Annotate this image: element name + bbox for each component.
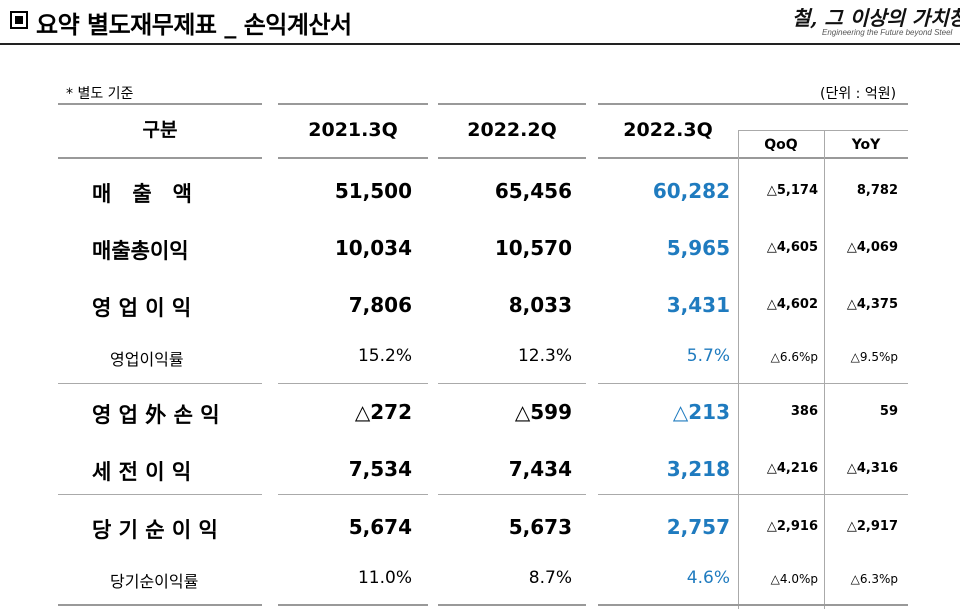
value-qoq: △4,605 xyxy=(766,240,818,255)
value-2021-3q: 7,534 xyxy=(348,457,412,481)
section-rule xyxy=(598,494,908,495)
value-qoq: △6.6%p xyxy=(770,350,818,364)
value-yoy: △4,069 xyxy=(846,240,898,255)
value-2022-3q: 5.7% xyxy=(686,346,730,366)
value-2022-3q: △213 xyxy=(672,400,730,424)
value-yoy: 59 xyxy=(879,404,898,419)
slide-header: 요약 별도재무제표 _ 손익계산서 철, 그 이상의 가치창조 Engineer… xyxy=(0,0,960,45)
value-yoy: 8,782 xyxy=(856,183,898,198)
value-2021-3q: 51,500 xyxy=(334,179,412,203)
table-top-rule xyxy=(278,103,428,105)
value-qoq: 386 xyxy=(790,404,818,419)
row-label: 당기순이익률 xyxy=(110,572,199,591)
value-qoq: △2,916 xyxy=(766,519,818,534)
company-logo: 철, 그 이상의 가치창조 Engineering the Future bey… xyxy=(770,2,960,42)
header-qoq: QoQ xyxy=(764,137,798,153)
table-bottom-rule xyxy=(58,604,262,606)
row-label: 세 전 이 익 xyxy=(92,460,192,484)
table-bottom-rule xyxy=(278,604,428,606)
value-2022-2q: 10,570 xyxy=(494,236,572,260)
header-rule xyxy=(58,157,262,159)
value-2021-3q: △272 xyxy=(354,400,412,424)
header-2021-3q: 2021.3Q xyxy=(308,119,398,141)
value-2022-3q: 5,965 xyxy=(666,236,730,260)
column-divider xyxy=(824,130,825,609)
value-yoy: △2,917 xyxy=(846,519,898,534)
section-rule xyxy=(278,383,428,384)
value-qoq: △5,174 xyxy=(766,183,818,198)
value-2022-2q: 12.3% xyxy=(517,346,572,366)
row-label: 매출총이익 xyxy=(92,239,189,263)
table-bottom-rule xyxy=(598,604,908,606)
basis-note: * 별도 기준 xyxy=(66,86,134,102)
slide-title: 요약 별도재무제표 _ 손익계산서 xyxy=(36,11,352,39)
value-2021-3q: 11.0% xyxy=(357,568,412,588)
header-category: 구분 xyxy=(142,119,178,141)
value-2022-2q: 5,673 xyxy=(508,515,572,539)
value-2022-3q: 2,757 xyxy=(666,515,730,539)
value-2022-2q: 8,033 xyxy=(508,293,572,317)
table-top-rule xyxy=(438,103,586,105)
subheader-rule xyxy=(738,130,908,131)
header-yoy: YoY xyxy=(851,137,881,153)
header-rule xyxy=(278,157,428,159)
value-yoy: △4,375 xyxy=(846,297,898,312)
row-label: 당 기 순 이 익 xyxy=(92,518,218,542)
value-2022-2q: 7,434 xyxy=(508,457,572,481)
header-2022-3q: 2022.3Q xyxy=(623,119,713,141)
section-rule xyxy=(438,494,586,495)
header-2022-2q: 2022.2Q xyxy=(467,119,557,141)
value-qoq: △4,216 xyxy=(766,461,818,476)
value-2022-2q: 65,456 xyxy=(494,179,572,203)
value-2022-3q: 3,431 xyxy=(666,293,730,317)
header-rule xyxy=(438,157,586,159)
section-rule xyxy=(58,383,262,384)
section-rule xyxy=(58,494,262,495)
row-label: 영업이익률 xyxy=(110,350,184,369)
value-yoy: △9.5%p xyxy=(850,350,898,364)
value-2022-2q: 8.7% xyxy=(528,568,572,588)
table-bottom-rule xyxy=(438,604,586,606)
section-rule xyxy=(278,494,428,495)
value-2022-2q: △599 xyxy=(514,400,572,424)
section-rule xyxy=(438,383,586,384)
row-label: 매 출 액 xyxy=(92,182,192,206)
value-2021-3q: 5,674 xyxy=(348,515,412,539)
logo-tagline: Engineering the Future beyond Steel xyxy=(822,28,953,37)
table-top-rule xyxy=(598,103,908,105)
value-2022-3q: 4.6% xyxy=(686,568,730,588)
value-2021-3q: 15.2% xyxy=(357,346,412,366)
value-yoy: △6.3%p xyxy=(850,572,898,586)
value-qoq: △4,602 xyxy=(766,297,818,312)
value-2022-3q: 3,218 xyxy=(666,457,730,481)
value-yoy: △4,316 xyxy=(846,461,898,476)
value-2022-3q: 60,282 xyxy=(652,179,730,203)
value-qoq: △4.0%p xyxy=(770,572,818,586)
unit-note: (단위 : 억원) xyxy=(820,86,897,102)
column-divider xyxy=(738,130,739,609)
row-label: 영 업 이 익 xyxy=(92,296,192,320)
header-rule xyxy=(598,157,908,159)
section-rule xyxy=(598,383,908,384)
logo-slogan: 철, 그 이상의 가치창조 xyxy=(792,6,960,30)
value-2021-3q: 10,034 xyxy=(334,236,412,260)
value-2021-3q: 7,806 xyxy=(348,293,412,317)
table-top-rule xyxy=(58,103,262,105)
square-bullet-icon xyxy=(10,11,28,29)
title-underline xyxy=(0,43,960,45)
row-label: 영 업 外 손 익 xyxy=(92,403,220,427)
